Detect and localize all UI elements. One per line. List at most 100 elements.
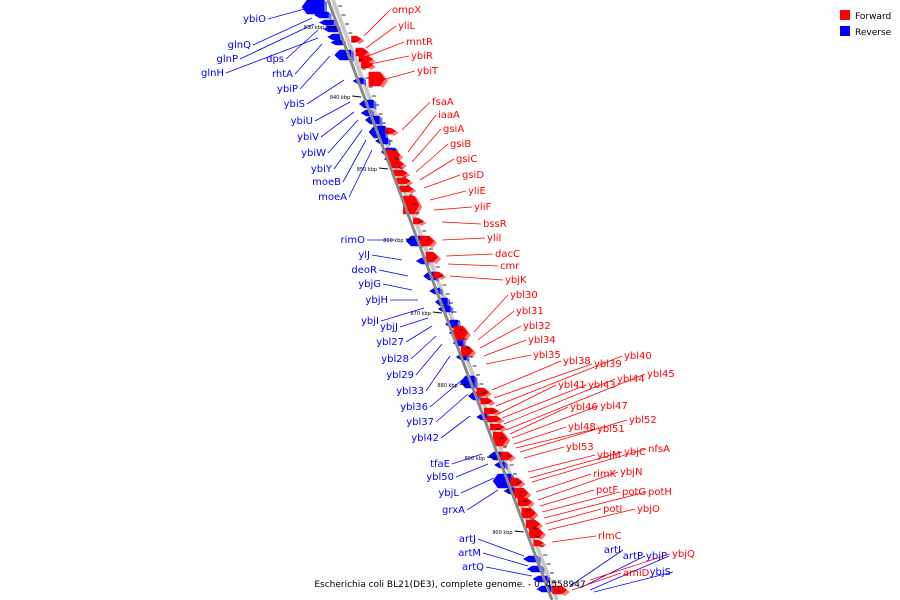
gene-leader-line: [543, 491, 647, 519]
gene-leader-line: [523, 446, 565, 459]
gene-leader-line: [419, 158, 455, 181]
gene-label-ybl52: ybl52: [629, 415, 657, 426]
gene-leader-line: [541, 491, 621, 513]
gene-feature-shade: [538, 528, 547, 540]
gene-label-ybiY: ybiY: [311, 164, 333, 175]
gene-label-mntR: mntR: [406, 37, 433, 48]
gene-leader-line: [415, 343, 443, 376]
gene-feature-shade: [547, 576, 551, 584]
gene-label-ybl53: ybl53: [566, 442, 594, 453]
gene-leader-line: [503, 378, 616, 425]
gene-leader-line: [477, 538, 525, 557]
gene-leader-line: [449, 275, 504, 281]
gene-label-ybjG: ybjG: [358, 279, 381, 290]
tick-label: 890 kbp: [465, 456, 485, 462]
gene-leader-line: [405, 325, 433, 343]
gene-label-ybjL: ybjL: [438, 488, 459, 499]
legend-label-forward: Forward: [855, 12, 891, 22]
gene-leader-line: [569, 549, 624, 587]
gene-label-ybl36: ybl36: [400, 402, 428, 413]
gene-leader-line: [455, 463, 489, 478]
gene-label-ybl34: ybl34: [528, 335, 556, 346]
gene-label-ybiS: ybiS: [284, 99, 305, 110]
gene-leader-line: [451, 453, 483, 465]
gene-label-moeB: moeB: [312, 177, 341, 188]
gene-leader-line: [447, 263, 499, 267]
gene-leader-line: [485, 566, 533, 577]
gene-feature-shade: [526, 498, 535, 508]
gene-label-artJ: artJ: [459, 534, 476, 545]
gene-leader-line: [529, 451, 623, 479]
gene-leader-line: [425, 355, 451, 392]
gene-leader-line: [333, 129, 363, 170]
gene-feature-shade: [487, 398, 496, 406]
gene-leader-line: [399, 317, 429, 328]
gene-leader-line: [579, 555, 646, 589]
gene-label-yliL: yliL: [398, 21, 415, 32]
gene-label-bssR: bssR: [483, 219, 507, 230]
gene-label-gsiB: gsiB: [450, 139, 471, 150]
gene-leader-line: [239, 23, 315, 60]
gene-leader-line: [460, 477, 495, 494]
gene-feature-shade: [502, 432, 511, 448]
gene-label-ybl46: ybl46: [570, 402, 598, 413]
gene-feature-shade: [433, 252, 442, 264]
gene-labels-group: ybiO glnQ glnP dps glnH rhtA ybiP ybiS ybiU ybiV y…: [201, 5, 695, 593]
gene-leader-line: [294, 43, 323, 75]
gene-label-ybl41: ybl41: [558, 380, 586, 391]
gene-feature-shade: [390, 128, 399, 136]
gene-label-ybl47: ybl47: [600, 401, 628, 412]
gene-label-artI: artI: [604, 545, 621, 556]
gene-leader-line: [515, 428, 596, 449]
gene-leader-line: [509, 406, 569, 435]
tick-label: 880 kbp: [437, 383, 457, 389]
gene-label-ybjI: ybjI: [361, 316, 379, 327]
gene-label-potH: potH: [648, 487, 672, 498]
gene-label-ybl37: ybl37: [406, 417, 434, 428]
gene-label-ybl31: ybl31: [516, 306, 544, 317]
gene-label-yliI: yliI: [487, 233, 501, 244]
gene-label-ybl48: ybl48: [568, 422, 596, 433]
gene-leader-line: [473, 294, 509, 333]
gene-label-ybjK: ybjK: [505, 275, 527, 286]
gene-label-deoR: deoR: [351, 265, 377, 276]
gene-label-grxA: grxA: [442, 505, 465, 516]
gene-leader-line: [378, 269, 409, 277]
gene-leader-line: [411, 128, 442, 163]
gene-label-ybl33: ybl33: [396, 386, 424, 397]
gene-label-ompX: ompX: [392, 5, 421, 16]
gene-feature-shade: [398, 160, 407, 170]
gene-feature-shade: [507, 452, 516, 462]
gene-leader-line: [477, 310, 515, 341]
gene-leader-line: [485, 354, 532, 365]
tick-label: 870 kbp: [410, 311, 430, 317]
gene-label-artM: artM: [458, 548, 481, 559]
gene-label-gsiD: gsiD: [462, 170, 484, 181]
gene-leader-line: [380, 307, 425, 322]
gene-label-ybl40: ybl40: [624, 351, 652, 362]
gene-label-dacC: dacC: [495, 249, 520, 260]
tick-mark: [486, 456, 497, 459]
gene-leader-line: [482, 552, 529, 567]
gene-feature-shade: [530, 508, 539, 520]
gene-label-ybjJ: ybjJ: [380, 322, 398, 333]
tick-label: 840 kbp: [330, 95, 350, 101]
gene-label-ybl43: ybl43: [588, 380, 616, 391]
gene-feature-shade: [538, 540, 547, 548]
gene-label-fsaA: fsaA: [432, 97, 454, 108]
gene-label-ybjO: ybjO: [637, 504, 660, 515]
gene-leader-line: [511, 405, 599, 439]
gene-label-rimO: rimO: [340, 235, 365, 246]
gene-label-ybl38: ybl38: [563, 356, 591, 367]
gene-feature-shade: [468, 346, 477, 358]
gene-leader-line: [314, 101, 351, 122]
gene-feature-shade: [504, 462, 508, 470]
gene-feature-shade: [493, 408, 502, 416]
gene-leader-line: [348, 149, 373, 198]
gene-feature-shade: [517, 478, 526, 488]
gene-feature-shade: [414, 196, 423, 216]
gene-label-artQ: artQ: [462, 562, 484, 573]
gene-leader-line: [415, 143, 449, 173]
tick-mark: [432, 311, 442, 314]
